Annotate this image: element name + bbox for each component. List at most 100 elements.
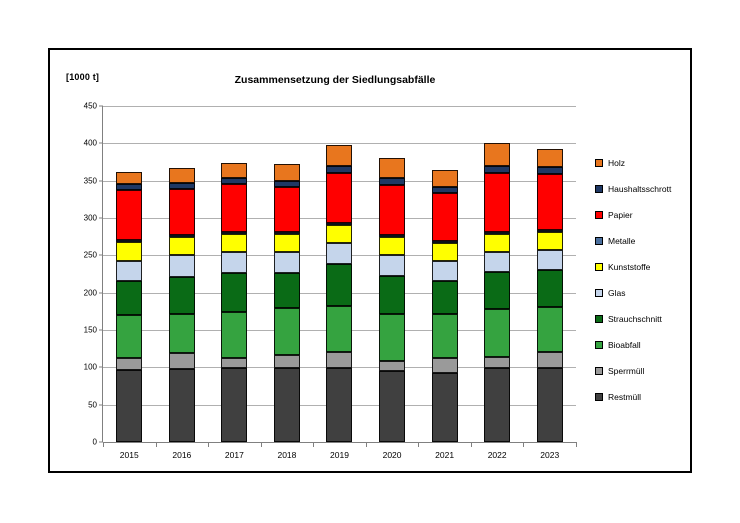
bar-segment-sperrm-ll[interactable]: [379, 360, 406, 372]
bar-segment-holz[interactable]: [326, 144, 353, 166]
bar-segment-metalle[interactable]: [379, 235, 406, 238]
bar-segment-holz[interactable]: [273, 163, 300, 181]
bar-segment-metalle[interactable]: [168, 235, 195, 238]
bar-segment-strauchschnitt[interactable]: [326, 264, 353, 307]
bar-segment-papier[interactable]: [484, 173, 511, 233]
bar-segment-glas[interactable]: [484, 251, 511, 272]
bar-segment-metalle[interactable]: [484, 232, 511, 235]
bar-segment-glas[interactable]: [273, 251, 300, 273]
legend-item-bioabfall[interactable]: Bioabfall: [595, 332, 725, 358]
bar-segment-kunststoffe[interactable]: [326, 225, 353, 243]
bar-segment-bioabfall[interactable]: [326, 306, 353, 353]
bar-segment-metalle[interactable]: [221, 232, 248, 235]
legend-item-strauchschnitt[interactable]: Strauchschnitt: [595, 306, 725, 332]
bar-segment-papier[interactable]: [116, 190, 143, 240]
bar-segment-metalle[interactable]: [326, 223, 353, 226]
bar-segment-haushaltsschrott[interactable]: [273, 180, 300, 187]
bar-segment-glas[interactable]: [221, 251, 248, 273]
bar-segment-kunststoffe[interactable]: [273, 234, 300, 252]
bar-segment-sperrm-ll[interactable]: [273, 354, 300, 369]
bar-segment-bioabfall[interactable]: [116, 315, 143, 359]
bar-segment-haushaltsschrott[interactable]: [431, 186, 458, 194]
bar-segment-restm-ll[interactable]: [431, 373, 458, 442]
bar-segment-strauchschnitt[interactable]: [431, 280, 458, 314]
bar-segment-papier[interactable]: [536, 173, 563, 230]
legend-item-kunststoffe[interactable]: Kunststoffe: [595, 254, 725, 280]
bar-segment-restm-ll[interactable]: [168, 368, 195, 442]
bar-segment-holz[interactable]: [116, 172, 143, 185]
bar-segment-holz[interactable]: [484, 143, 511, 166]
bar-segment-glas[interactable]: [116, 260, 143, 281]
bar-segment-kunststoffe[interactable]: [431, 243, 458, 261]
bar-segment-glas[interactable]: [379, 254, 406, 277]
bar-segment-sperrm-ll[interactable]: [484, 356, 511, 369]
bar-segment-sperrm-ll[interactable]: [326, 352, 353, 369]
bar-segment-bioabfall[interactable]: [273, 308, 300, 355]
bar-group[interactable]: [366, 106, 419, 442]
bar-segment-metalle[interactable]: [536, 229, 563, 233]
bar-segment-metalle[interactable]: [273, 232, 300, 235]
bar-group[interactable]: [313, 106, 366, 442]
bar-segment-bioabfall[interactable]: [484, 309, 511, 357]
bar-segment-strauchschnitt[interactable]: [536, 270, 563, 307]
bar-segment-kunststoffe[interactable]: [168, 237, 195, 256]
bar-segment-papier[interactable]: [431, 193, 458, 242]
bar-segment-strauchschnitt[interactable]: [221, 272, 248, 313]
bar-segment-papier[interactable]: [273, 186, 300, 233]
bar-segment-restm-ll[interactable]: [326, 368, 353, 442]
bar-group[interactable]: [261, 106, 314, 442]
legend-item-glas[interactable]: Glas: [595, 280, 725, 306]
legend-item-holz[interactable]: Holz: [595, 150, 725, 176]
bar-segment-bioabfall[interactable]: [168, 313, 195, 354]
bar-segment-sperrm-ll[interactable]: [431, 357, 458, 374]
legend-item-papier[interactable]: Papier: [595, 202, 725, 228]
bar-segment-bioabfall[interactable]: [536, 306, 563, 352]
bar-segment-restm-ll[interactable]: [221, 368, 248, 442]
bar-segment-glas[interactable]: [431, 260, 458, 281]
bar-segment-haushaltsschrott[interactable]: [484, 165, 511, 174]
bar-segment-holz[interactable]: [379, 158, 406, 178]
bar-segment-sperrm-ll[interactable]: [536, 351, 563, 369]
bar-segment-metalle[interactable]: [116, 239, 143, 242]
bar-segment-holz[interactable]: [168, 168, 195, 183]
bar-segment-holz[interactable]: [431, 170, 458, 187]
bar-segment-kunststoffe[interactable]: [221, 234, 248, 252]
bar-segment-papier[interactable]: [379, 185, 406, 236]
legend-item-haushaltsschrott[interactable]: Haushaltsschrott: [595, 176, 725, 202]
bar-group[interactable]: [103, 106, 156, 442]
bar-segment-restm-ll[interactable]: [379, 371, 406, 442]
bar-segment-strauchschnitt[interactable]: [379, 276, 406, 315]
legend-item-metalle[interactable]: Metalle: [595, 228, 725, 254]
bar-group[interactable]: [418, 106, 471, 442]
bar-segment-restm-ll[interactable]: [116, 369, 143, 442]
bar-segment-papier[interactable]: [168, 188, 195, 236]
bar-segment-sperrm-ll[interactable]: [168, 353, 195, 369]
bar-segment-sperrm-ll[interactable]: [116, 358, 143, 370]
bar-segment-haushaltsschrott[interactable]: [326, 165, 353, 174]
bar-segment-restm-ll[interactable]: [273, 368, 300, 442]
bar-segment-haushaltsschrott[interactable]: [221, 178, 248, 185]
bar-group[interactable]: [156, 106, 209, 442]
bar-segment-haushaltsschrott[interactable]: [379, 177, 406, 186]
bar-segment-restm-ll[interactable]: [484, 368, 511, 442]
bar-segment-haushaltsschrott[interactable]: [536, 167, 563, 174]
bar-group[interactable]: [471, 106, 524, 442]
bar-segment-papier[interactable]: [221, 184, 248, 233]
bar-segment-metalle[interactable]: [431, 241, 458, 244]
bar-segment-holz[interactable]: [536, 148, 563, 168]
bar-segment-bioabfall[interactable]: [221, 312, 248, 358]
bar-segment-strauchschnitt[interactable]: [168, 277, 195, 314]
bar-segment-bioabfall[interactable]: [379, 314, 406, 361]
bar-segment-glas[interactable]: [326, 242, 353, 265]
legend-item-restm-ll[interactable]: Restmüll: [595, 384, 725, 410]
bar-segment-haushaltsschrott[interactable]: [168, 182, 195, 189]
bar-group[interactable]: [523, 106, 576, 442]
bar-segment-strauchschnitt[interactable]: [484, 271, 511, 310]
bar-segment-glas[interactable]: [168, 255, 195, 277]
bar-segment-holz[interactable]: [221, 162, 248, 179]
bar-segment-strauchschnitt[interactable]: [273, 272, 300, 309]
bar-segment-kunststoffe[interactable]: [536, 232, 563, 251]
bar-group[interactable]: [208, 106, 261, 442]
bar-segment-kunststoffe[interactable]: [116, 241, 143, 261]
legend-item-sperrm-ll[interactable]: Sperrmüll: [595, 358, 725, 384]
